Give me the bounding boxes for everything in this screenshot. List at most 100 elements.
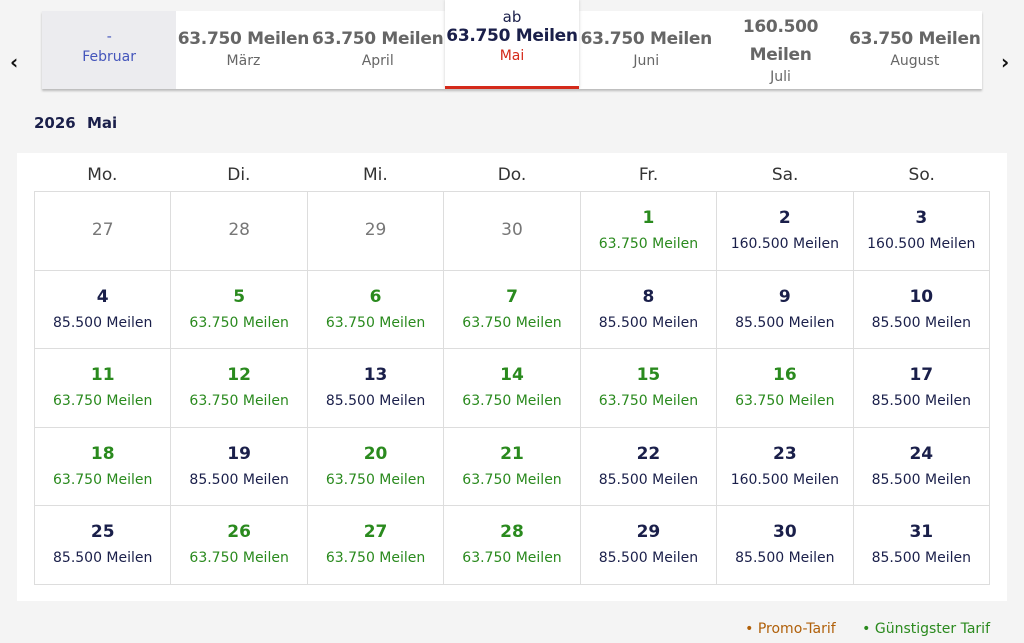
- day-number: 30: [773, 522, 797, 542]
- day-cell[interactable]: 12 63.750 Meilen: [171, 349, 308, 428]
- next-month-arrow-icon[interactable]: ›: [1001, 50, 1010, 74]
- day-cell[interactable]: 23 160.500 Meilen: [717, 427, 854, 506]
- day-number: 28: [500, 522, 524, 542]
- day-cell[interactable]: 3 160.500 Meilen: [853, 192, 990, 271]
- legend-cheapest: • Günstigster Tarif: [862, 621, 990, 637]
- day-cell[interactable]: 16 63.750 Meilen: [717, 349, 854, 428]
- day-number: 28: [228, 220, 250, 240]
- day-number: 14: [500, 365, 524, 385]
- day-cell[interactable]: 4 85.500 Meilen: [35, 270, 172, 349]
- day-number: 6: [369, 286, 382, 307]
- day-cell: 29: [307, 192, 445, 271]
- day-price: 85.500 Meilen: [871, 471, 971, 488]
- legend: • Promo-Tarif • Günstigster Tarif: [723, 621, 990, 637]
- day-cell[interactable]: 28 63.750 Meilen: [444, 506, 581, 585]
- day-price: 85.500 Meilen: [598, 550, 699, 566]
- day-price: 63.750 Meilen: [53, 393, 153, 409]
- day-price: 85.500 Meilen: [598, 471, 699, 488]
- day-number: 5: [233, 286, 246, 307]
- day-number: 25: [90, 522, 115, 542]
- day-number: 10: [909, 286, 934, 307]
- day-cell[interactable]: 30 85.500 Meilen: [717, 506, 854, 585]
- legend-promo: • Promo-Tarif: [745, 621, 836, 637]
- day-cell[interactable]: 10 85.500 Meilen: [853, 270, 990, 349]
- tab-price: 63.750 Meilen: [580, 29, 713, 49]
- day-cell[interactable]: 26 63.750 Meilen: [171, 506, 308, 585]
- day-price: 85.500 Meilen: [735, 550, 835, 566]
- day-cell: 27: [35, 192, 172, 271]
- tab-prefix: ab: [502, 8, 522, 26]
- day-number: 19: [227, 443, 251, 464]
- day-price: 85.500 Meilen: [871, 314, 971, 331]
- day-price: 63.750 Meilen: [735, 393, 835, 409]
- day-price: 63.750 Meilen: [462, 550, 562, 566]
- weekday-label: Di.: [227, 165, 251, 185]
- day-cell[interactable]: 24 85.500 Meilen: [853, 427, 990, 506]
- day-number: 1: [642, 208, 655, 228]
- day-number: 11: [90, 365, 115, 385]
- tab-month: April: [361, 53, 394, 69]
- day-cell[interactable]: 7 63.750 Meilen: [444, 270, 581, 349]
- day-price: 63.750 Meilen: [189, 393, 289, 409]
- day-number: 13: [363, 365, 388, 385]
- day-cell[interactable]: 14 63.750 Meilen: [444, 349, 581, 428]
- month-tab-juli[interactable]: 160.500 Meilen Juli: [713, 11, 847, 89]
- tab-month: Mai: [499, 48, 525, 64]
- month-tab-april[interactable]: 63.750 Meilen April: [311, 11, 445, 89]
- day-cell[interactable]: 8 85.500 Meilen: [580, 270, 718, 349]
- tab-price: 63.750 Meilen: [312, 29, 444, 49]
- day-cell[interactable]: 25 85.500 Meilen: [35, 506, 172, 585]
- day-cell[interactable]: 22 85.500 Meilen: [580, 427, 718, 506]
- day-cell[interactable]: 17 85.500 Meilen: [853, 349, 990, 428]
- day-number: 24: [909, 443, 934, 464]
- day-cell[interactable]: 18 63.750 Meilen: [35, 427, 172, 506]
- day-number: 15: [636, 365, 661, 385]
- weekday-label: Fr.: [638, 165, 659, 185]
- prev-month-arrow-icon[interactable]: ‹: [10, 50, 19, 74]
- day-price: 85.500 Meilen: [53, 314, 153, 331]
- day-cell[interactable]: 13 85.500 Meilen: [307, 349, 445, 428]
- day-cell[interactable]: 1 63.750 Meilen: [580, 192, 718, 271]
- day-cell[interactable]: 9 85.500 Meilen: [717, 270, 854, 349]
- day-cell[interactable]: 19 85.500 Meilen: [171, 427, 308, 506]
- day-cell[interactable]: 29 85.500 Meilen: [580, 506, 718, 585]
- day-number: 3: [915, 208, 928, 228]
- day-price: 85.500 Meilen: [53, 550, 153, 566]
- day-cell: 30: [444, 192, 581, 271]
- day-cell[interactable]: 21 63.750 Meilen: [444, 427, 581, 506]
- day-price: 63.750 Meilen: [462, 471, 562, 488]
- day-price: 63.750 Meilen: [462, 393, 562, 409]
- day-number: 30: [501, 220, 523, 240]
- day-cell[interactable]: 20 63.750 Meilen: [307, 427, 445, 506]
- day-price: 63.750 Meilen: [189, 314, 289, 331]
- day-price: 63.750 Meilen: [325, 550, 426, 566]
- month-tab-mai[interactable]: ab 63.750 Meilen Mai: [444, 0, 580, 89]
- day-price: 63.750 Meilen: [598, 393, 699, 409]
- day-cell[interactable]: 27 63.750 Meilen: [307, 506, 445, 585]
- day-cell[interactable]: 2 160.500 Meilen: [717, 192, 854, 271]
- day-price: 63.750 Meilen: [462, 314, 562, 331]
- day-price: 63.750 Meilen: [189, 550, 289, 566]
- weekday-label: Do.: [497, 165, 527, 185]
- day-cell[interactable]: 31 85.500 Meilen: [853, 506, 990, 585]
- day-cell[interactable]: 5 63.750 Meilen: [171, 270, 308, 349]
- month-tab-juni[interactable]: 63.750 Meilen Juni: [579, 11, 713, 89]
- weekday-label: Mo.: [87, 165, 118, 185]
- month-tab-august[interactable]: 63.750 Meilen August: [848, 11, 982, 89]
- day-cell[interactable]: 11 63.750 Meilen: [35, 349, 172, 428]
- day-number: 12: [227, 365, 251, 385]
- day-price: 63.750 Meilen: [598, 236, 699, 252]
- tab-month: Juni: [633, 53, 660, 69]
- calendar-title: 2026 Mai: [34, 114, 118, 132]
- day-cell[interactable]: 15 63.750 Meilen: [580, 349, 718, 428]
- day-price: 63.750 Meilen: [53, 471, 153, 488]
- day-number: 9: [778, 286, 791, 307]
- day-cell[interactable]: 6 63.750 Meilen: [307, 270, 445, 349]
- day-number: 29: [636, 522, 661, 542]
- weekday-header: Mo. Di. Mi. Do. Fr. Sa. So.: [34, 160, 990, 191]
- day-price: 160.500 Meilen: [730, 236, 839, 252]
- day-number: 2: [778, 208, 791, 228]
- tab-month: August: [890, 53, 940, 69]
- tab-price: 160.500 Meilen: [742, 17, 819, 65]
- month-tab-märz[interactable]: 63.750 Meilen März: [176, 11, 310, 89]
